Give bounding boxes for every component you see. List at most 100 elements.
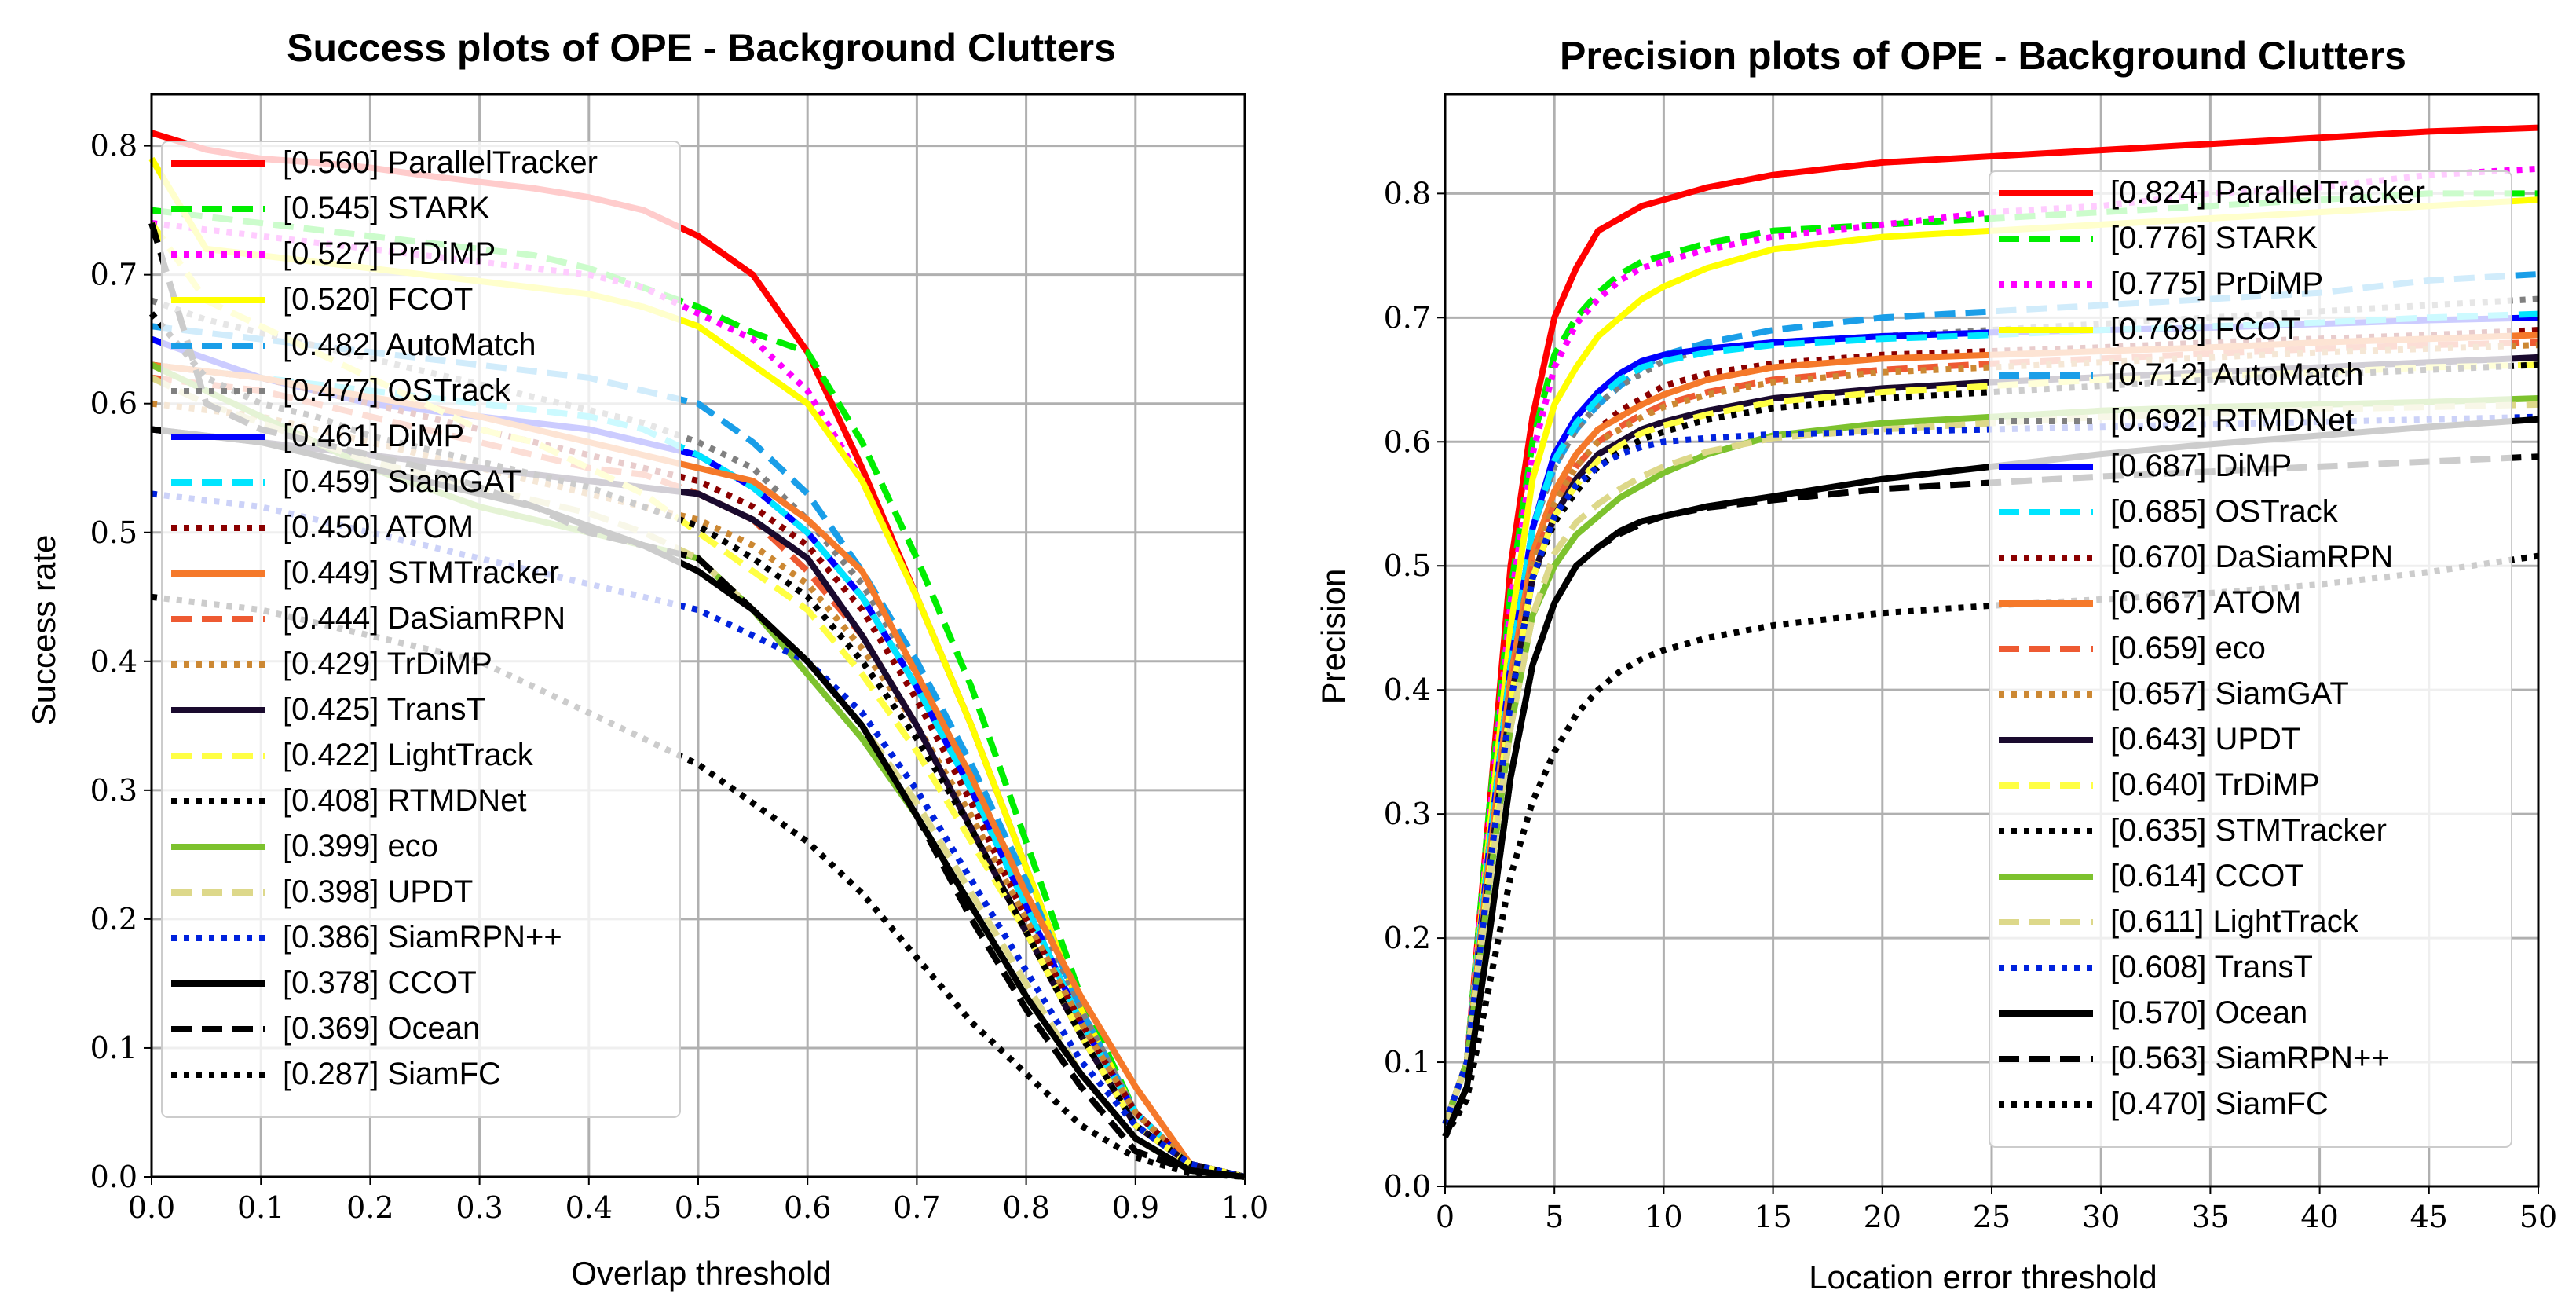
precision-plot-title: Precision plots of OPE - Background Clut… [1560,34,2406,78]
tick-label-x: 0.5 [675,1190,722,1225]
tick-label-y: 0.1 [90,1031,137,1065]
tick-label-x: 0 [1436,1200,1454,1234]
tick-label-y: 0.8 [90,129,137,163]
legend-entry: [0.545] STARK [283,191,490,225]
tick-label-x: 25 [1973,1200,2011,1234]
legend-entry: [0.570] Ocean [2110,995,2307,1030]
tick-label-y: 0.3 [90,773,137,808]
series-line [1442,342,2539,1126]
legend-box [161,141,681,1118]
success-plot-xlabel: Overlap threshold [571,1255,832,1292]
legend-entry: [0.408] RTMDNet [283,783,527,818]
series-line [151,220,1246,1180]
tick-label-y: 0.5 [1384,548,1431,583]
precision-plot: Precision plots of OPE - Background Clut… [1315,34,2557,1296]
tick-label-y: 0.6 [1384,424,1431,459]
legend-entry: [0.425] TransT [283,692,485,727]
tick-label-x: 5 [1545,1200,1564,1234]
tick-label-x: 30 [2082,1200,2120,1234]
legend-entry: [0.560] ParallelTracker [283,145,598,180]
tick-label-y: 0.0 [1384,1169,1431,1204]
legend-entry: [0.692] RTMDNet [2110,403,2355,438]
legend-entry: [0.449] STMTracker [283,555,559,590]
tick-label-x: 1.0 [1221,1190,1268,1225]
success-plot-frame [150,93,1246,1178]
success-plot-title: Success plots of OPE - Background Clutte… [287,26,1116,70]
legend-entry: [0.635] STMTracker [2110,813,2387,848]
tick-label-x: 40 [2300,1200,2338,1234]
legend-entry: [0.369] Ocean [283,1011,480,1046]
precision-plot-legend: [0.824] ParallelTracker [0.776] STARK [0.7… [1989,170,2512,1148]
legend-entry: [0.461] DiMP [283,419,464,453]
tick-label-x: 0.3 [456,1190,503,1225]
tick-label-x: 20 [1864,1200,1901,1234]
legend-entry: [0.657] SiamGAT [2110,676,2349,711]
tick-label-x: 0.8 [1002,1190,1049,1225]
series-line [1442,552,2539,1138]
precision-plot-ylabel: Precision [1315,569,1352,705]
legend-entry: [0.712] AutoMatch [2110,357,2363,392]
tick-label-x: 0.9 [1112,1190,1159,1225]
legend-entry: [0.670] DaSiamRPN [2110,540,2393,574]
success-plot-ylabel: Success rate [25,535,62,726]
precision-plot-ticks: 0 5 10 15 20 25 30 35 40 45 50 0.0 0.1 0.2 0.3 0.4 0.5 0.… [1384,176,2558,1234]
success-plot-ticks: 0.0 0.1 0.2 0.3 0.4 0.5 0.6 0.7 0.8 0.9 1.0 0.0 0.1 0… [90,129,1269,1225]
tick-label-y: 0.5 [90,515,137,550]
legend-box [1989,170,2512,1148]
legend-entry: [0.608] TransT [2110,950,2313,984]
series-line [1442,190,2538,1126]
tick-label-y: 0.4 [1384,672,1431,707]
success-plot: Success plots of OPE - Background Clutte… [25,26,1268,1292]
tick-label-x: 0.0 [128,1190,175,1225]
legend-entry: [0.768] FCOT [2110,312,2300,346]
tick-label-x: 50 [2519,1200,2557,1234]
tick-label-x: 0.7 [893,1190,940,1225]
precision-plot-frame [1444,93,2540,1188]
tick-label-x: 15 [1754,1200,1791,1234]
series-line [1442,453,2539,1138]
legend-entry: [0.429] TrDiMP [283,647,492,681]
precision-plot-xlabel: Location error threshold [1809,1259,2157,1296]
legend-entry: [0.422] LightTrack [283,738,534,772]
legend-entry: [0.776] STARK [2110,221,2318,255]
series-line [1442,124,2539,1126]
legend-entry: [0.378] CCOT [283,966,477,1000]
tick-label-y: 0.2 [1384,921,1431,955]
legend-entry: [0.520] FCOT [283,282,473,317]
legend-entry: [0.450] ATOM [283,510,474,544]
tick-label-y: 0.2 [90,902,137,936]
tick-label-x: 45 [2410,1200,2448,1234]
tick-label-x: 0.2 [346,1190,393,1225]
legend-entry: [0.659] eco [2110,631,2266,665]
tick-label-x: 0.4 [565,1190,613,1225]
tick-label-y: 0.1 [1384,1045,1431,1079]
legend-entry: [0.459] SiamGAT [283,464,521,499]
tick-label-y: 0.0 [90,1160,137,1194]
tick-label-x: 10 [1645,1200,1682,1234]
tick-label-y: 0.3 [1384,797,1431,831]
legend-entry: [0.482] AutoMatch [283,328,536,362]
tick-label-x: 0.1 [237,1190,284,1225]
legend-entry: [0.614] CCOT [2110,859,2304,893]
legend-entry: [0.398] UPDT [283,874,473,909]
tick-label-y: 0.6 [90,387,137,421]
legend-entry: [0.470] SiamFC [2110,1087,2329,1121]
legend-entry: [0.611] LightTrack [2110,904,2359,939]
series-line [151,207,1246,1180]
tick-label-y: 0.7 [1384,300,1431,335]
legend-entry: [0.685] OSTrack [2110,494,2339,529]
tick-label-x: 35 [2191,1200,2229,1234]
legend-entry: [0.287] SiamFC [283,1057,501,1091]
legend-entry: [0.399] eco [283,829,438,863]
legend-entry: [0.687] DiMP [2110,449,2292,483]
tick-label-x: 0.6 [784,1190,831,1225]
legend-entry: [0.444] DaSiamRPN [283,601,565,636]
legend-entry: [0.386] SiamRPN++ [283,920,562,955]
success-plot-legend: [0.560] ParallelTracker [0.545] STARK [0.5… [161,141,681,1118]
legend-entry: [0.640] TrDiMP [2110,768,2320,802]
series-line [151,490,1246,1180]
tick-label-y: 0.4 [90,644,137,679]
legend-entry: [0.775] PrDiMP [2110,266,2323,301]
legend-entry: [0.527] PrDiMP [283,236,496,271]
